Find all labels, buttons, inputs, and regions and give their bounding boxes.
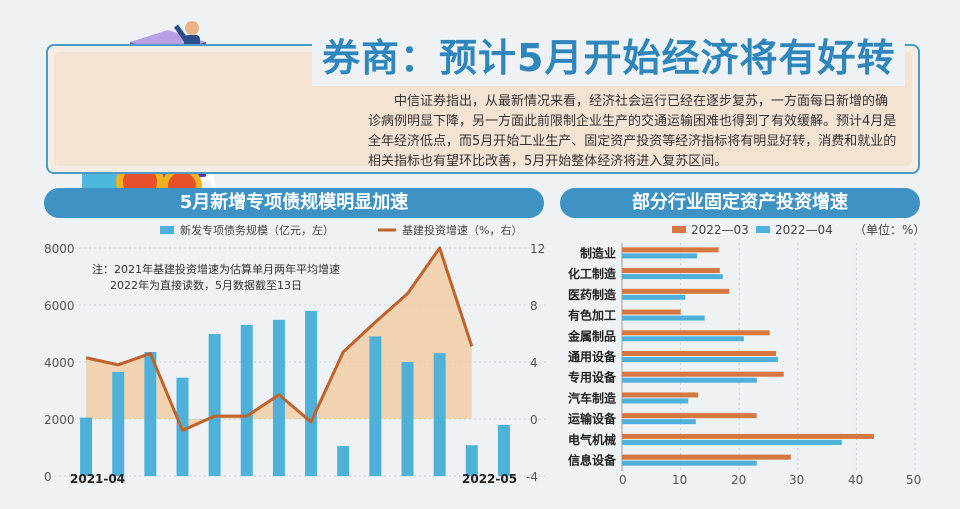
- unit-label: （单位：%）: [854, 222, 925, 237]
- industry-bar: [622, 460, 757, 466]
- legend-swatch-2022-04: [756, 226, 770, 233]
- bond-bar: [337, 446, 350, 476]
- chart-note-line-2: 2022年为直接读数，5月数据截至13日: [110, 278, 302, 292]
- left-y-tick: 8000: [44, 242, 75, 256]
- category-label: 电气机械: [568, 432, 616, 447]
- bond-bar: [401, 362, 414, 476]
- left-axis-ticks: 8000 6000 4000 2000 0 12 8 4 0 -4: [44, 242, 545, 484]
- bond-bar: [497, 424, 510, 476]
- x-start-label: 2021-04: [70, 472, 125, 486]
- category-label: 信息设备: [568, 453, 617, 468]
- x-tick: 20: [731, 473, 746, 487]
- x-tick: 40: [848, 473, 863, 487]
- legend-label-infra: 基建投资增速（%，右）: [402, 223, 522, 237]
- category-label: 金属制品: [567, 328, 616, 343]
- industry-bar: [622, 294, 686, 300]
- industry-bar: [622, 330, 770, 336]
- legend-swatch-bond: [160, 226, 174, 234]
- left-legend: 新发专项债务规模（亿元，左） 基建投资增速（%，右）: [160, 223, 522, 237]
- chart-note-line-1: 注：2021年基建投资增速为估算单月两年平均增速: [92, 262, 340, 276]
- page-title: 券商：预计5月开始经济将有好转: [312, 30, 906, 86]
- industry-bar: [622, 309, 681, 315]
- left-y-tick: 4000: [44, 356, 75, 370]
- legend-swatch-2022-03: [672, 226, 686, 233]
- bond-bar: [433, 353, 446, 476]
- right-chart-title: 部分行业固定资产投资增速: [560, 188, 920, 218]
- bond-bar: [465, 445, 478, 476]
- x-tick: 10: [672, 473, 687, 487]
- industry-bar: [622, 351, 777, 356]
- right-x-ticks: 0 10 20 30 40 50: [619, 473, 921, 487]
- right-y-tick: 0: [530, 413, 538, 427]
- industry-bar: [622, 371, 784, 377]
- industry-investment-chart: 2022—03 2022—04 （单位：%） 制造业化工制造医药制造有色加工金属…: [567, 222, 925, 487]
- industry-bars: [622, 247, 874, 466]
- x-tick: 30: [789, 473, 804, 487]
- category-label: 医药制造: [568, 287, 617, 302]
- industry-bar: [622, 336, 744, 342]
- bond-bar: [272, 319, 285, 476]
- bond-bar: [305, 310, 318, 476]
- industry-bar: [622, 433, 874, 439]
- x-tick: 50: [906, 473, 921, 487]
- category-label: 有色加工: [568, 308, 616, 323]
- right-legend: 2022—03 2022—04 （单位：%）: [672, 222, 925, 237]
- industry-bar: [622, 377, 757, 383]
- x-end-label: 2022-05: [462, 472, 517, 486]
- industry-bar: [622, 288, 730, 294]
- industry-bar: [622, 357, 778, 362]
- industry-bar: [622, 419, 696, 425]
- bond-infra-chart: 新发专项债务规模（亿元，左） 基建投资增速（%，右） 8000 6000 400…: [44, 223, 548, 486]
- category-label: 制造业: [580, 245, 616, 260]
- industry-bar: [622, 454, 791, 460]
- right-y-tick: 4: [530, 356, 538, 370]
- x-tick: 0: [619, 473, 627, 487]
- left-chart-title: 5月新增专项债规模明显加速: [44, 188, 544, 218]
- infra-line: [85, 246, 474, 432]
- category-label: 专用设备: [568, 370, 617, 385]
- left-y-tick: 2000: [44, 413, 75, 427]
- industry-bar: [622, 439, 842, 445]
- legend-label-bond: 新发专项债务规模（亿元，左）: [180, 223, 334, 237]
- summary-paragraph: 中信证券指出，从最新情况来看，经济社会运行已经在逐步复苏，一方面每日新增的确诊病…: [368, 94, 897, 169]
- bond-bar: [240, 324, 253, 476]
- legend-label-2022-03: 2022—03: [691, 223, 749, 237]
- category-label: 通用设备: [568, 349, 617, 364]
- bond-bars: [80, 310, 510, 476]
- category-label: 运输设备: [568, 411, 617, 426]
- bond-bar: [208, 334, 221, 476]
- industry-bar: [622, 392, 699, 398]
- left-y-tick: 0: [44, 470, 52, 484]
- industry-bar: [622, 247, 719, 253]
- legend-label-2022-04: 2022—04: [775, 223, 833, 237]
- bond-bar: [112, 371, 125, 476]
- right-y-tick: 12: [530, 242, 545, 256]
- industry-bar: [622, 413, 757, 419]
- left-y-tick: 6000: [44, 299, 75, 313]
- bond-bar: [80, 417, 93, 476]
- right-y-tick: 8: [530, 299, 538, 313]
- category-label: 化工制造: [568, 266, 617, 281]
- industry-bar: [622, 268, 720, 274]
- bond-bar: [144, 352, 157, 476]
- right-y-tick: -4: [526, 470, 538, 484]
- industry-bar: [622, 253, 698, 259]
- industry-bar: [622, 274, 723, 280]
- industry-labels: 制造业化工制造医药制造有色加工金属制品通用设备专用设备汽车制造运输设备电气机械信…: [567, 245, 617, 467]
- industry-bar: [622, 315, 705, 321]
- category-label: 汽车制造: [568, 390, 617, 405]
- industry-bar: [622, 398, 689, 404]
- bond-bar: [369, 336, 382, 476]
